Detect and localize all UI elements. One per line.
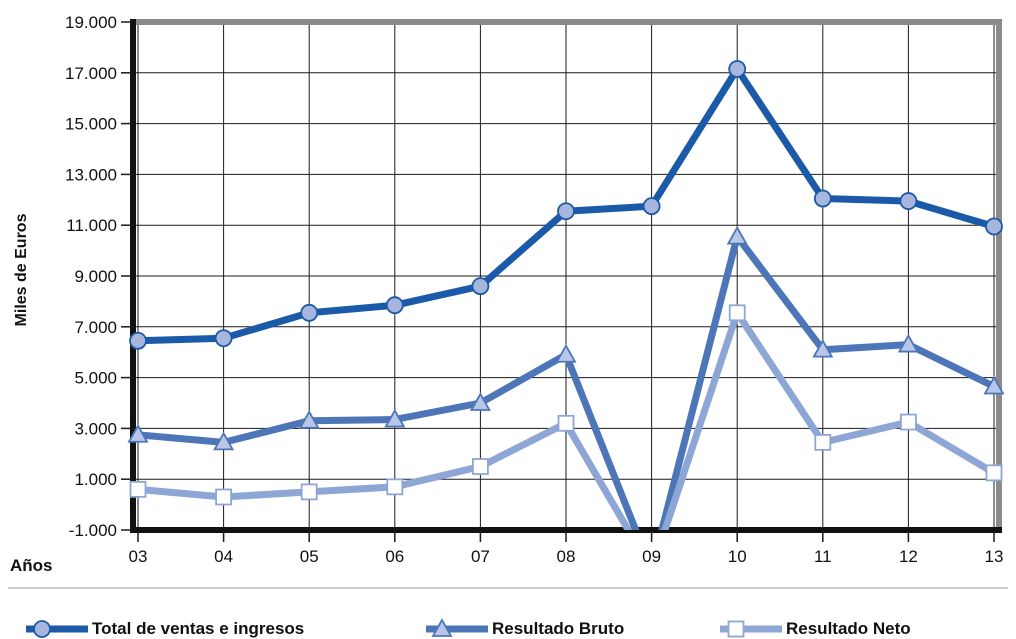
legend-marker xyxy=(727,620,745,638)
data-point-series-1 xyxy=(300,303,319,322)
x-tick-label: 08 xyxy=(557,547,576,566)
data-point-series-3 xyxy=(471,458,489,475)
x-tick-label: 10 xyxy=(728,547,747,566)
x-axis: 03 04 05 06 07 08 09 10 11 12 13 xyxy=(129,530,1004,566)
grid xyxy=(133,21,999,531)
data-point-series-3 xyxy=(129,480,147,498)
data-point-series-1 xyxy=(985,217,1003,236)
y-axis-title: Miles de Euros xyxy=(13,213,30,326)
y-tick-label: 15.000 xyxy=(65,115,117,134)
x-tick-label: 06 xyxy=(385,547,404,566)
x-axis-title: Años xyxy=(10,556,53,575)
y-tick-label: 1.000 xyxy=(74,470,117,489)
data-point-series-1 xyxy=(728,60,747,78)
data-point-series-2 xyxy=(812,338,834,358)
y-tick-label: 11.000 xyxy=(66,216,117,235)
data-point-series-1 xyxy=(214,329,233,348)
series-markers xyxy=(127,60,1005,506)
legend-label: Total de ventas e ingresos xyxy=(92,619,304,638)
data-point-series-3 xyxy=(215,488,233,506)
x-tick-label: 04 xyxy=(214,547,233,566)
data-point-series-2 xyxy=(298,409,320,429)
y-tick-label: 5.000 xyxy=(74,369,117,388)
y-tick-label: 3.000 xyxy=(74,419,117,438)
data-point-series-3 xyxy=(557,414,575,432)
data-point-series-1 xyxy=(899,192,918,210)
x-tick-label: 11 xyxy=(814,547,832,566)
legend-label: Resultado Bruto xyxy=(492,619,624,638)
data-point-series-2 xyxy=(127,423,149,443)
data-point-series-3 xyxy=(900,413,917,431)
data-point-series-2 xyxy=(469,392,491,411)
data-point-series-1 xyxy=(471,277,490,296)
data-point-series-1 xyxy=(385,296,404,315)
y-tick-label: -1.000 xyxy=(69,521,117,540)
data-point-series-2 xyxy=(983,375,1005,395)
x-tick-label: 09 xyxy=(642,547,661,566)
x-tick-label: 07 xyxy=(471,547,490,566)
y-tick-label: 13.000 xyxy=(65,165,117,184)
x-tick-label: 05 xyxy=(300,547,319,566)
y-tick-label: 17.000 xyxy=(65,64,117,83)
data-point-series-2 xyxy=(384,408,406,428)
data-point-series-3 xyxy=(728,304,746,322)
y-axis: -1.000 1.000 3.000 5.000 7.000 9.000 11.000 13.… xyxy=(65,13,133,540)
data-point-series-2 xyxy=(213,431,235,451)
data-point-series-3 xyxy=(985,464,1003,482)
data-point-series-1 xyxy=(642,197,661,216)
y-tick-label: 9.000 xyxy=(74,267,117,286)
data-point-series-3 xyxy=(814,433,832,451)
y-tick-label: 7.000 xyxy=(74,318,117,337)
data-point-series-3 xyxy=(386,478,404,496)
data-point-series-2 xyxy=(555,343,577,363)
legend: Total de ventas e ingresos Resultado Brut… xyxy=(26,618,911,638)
data-point-series-1 xyxy=(129,331,147,350)
data-point-series-3 xyxy=(300,483,318,501)
data-point-series-1 xyxy=(813,189,832,208)
x-tick-label: 03 xyxy=(129,547,148,566)
y-tick-label: 19.000 xyxy=(65,13,117,32)
legend-label: Resultado Neto xyxy=(786,619,911,638)
data-point-series-2 xyxy=(897,333,919,353)
x-tick-label: 12 xyxy=(899,547,918,566)
legend-marker xyxy=(431,618,453,637)
data-point-series-1 xyxy=(557,202,575,221)
legend-marker xyxy=(33,620,51,638)
data-point-series-2 xyxy=(726,225,748,245)
x-tick-label: 13 xyxy=(985,547,1004,566)
